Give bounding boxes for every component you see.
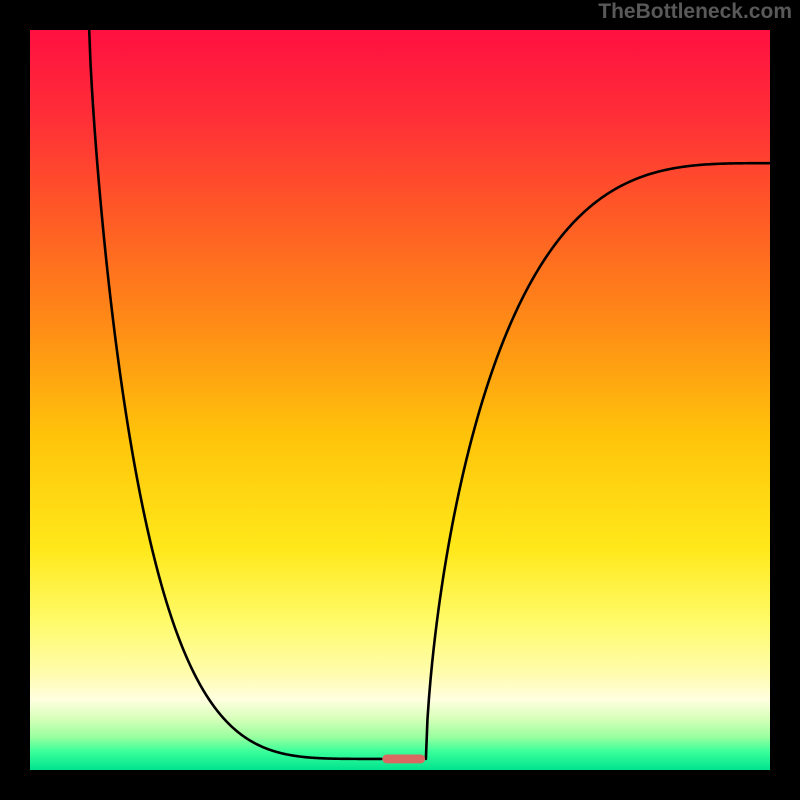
bottleneck-marker [382, 754, 425, 763]
gradient-background [30, 30, 770, 770]
watermark-text: TheBottleneck.com [598, 0, 792, 24]
bottleneck-chart [0, 0, 800, 800]
chart-stage: TheBottleneck.com [0, 0, 800, 800]
